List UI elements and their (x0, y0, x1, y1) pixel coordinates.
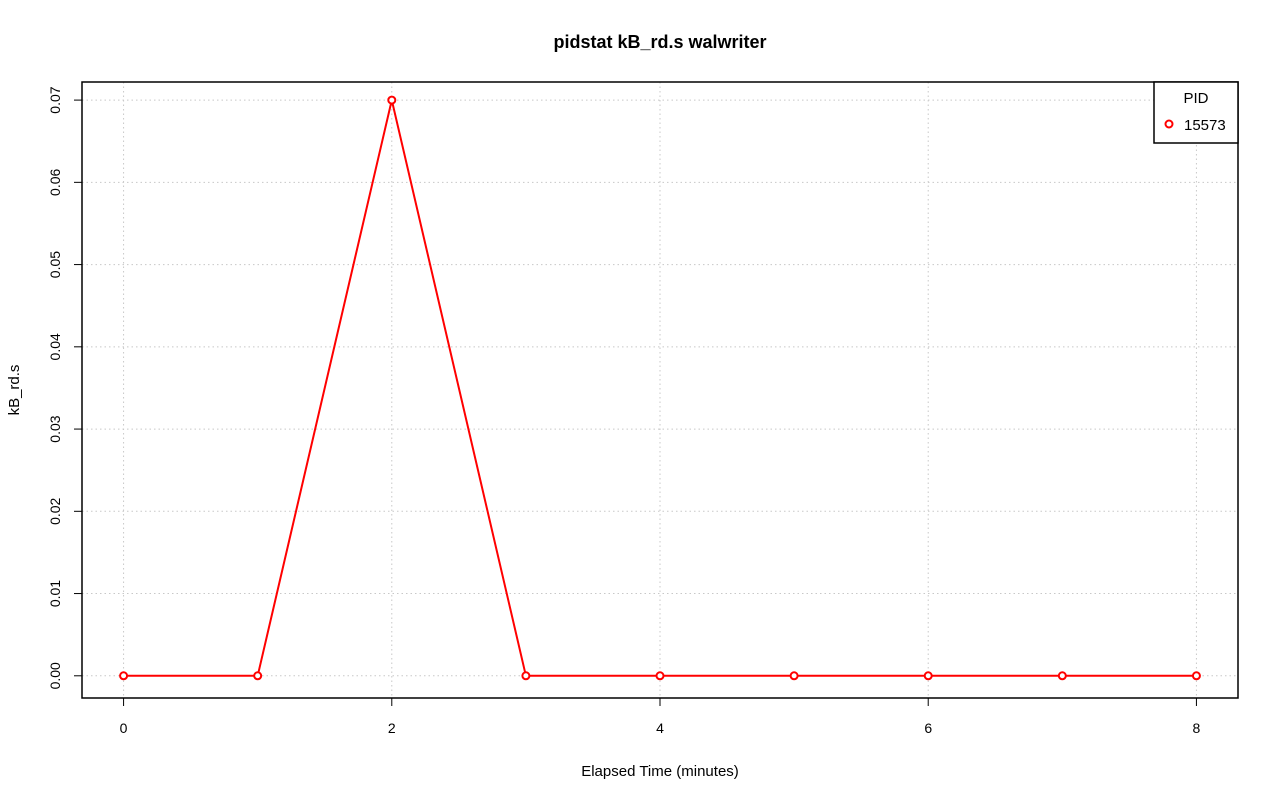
y-axis-label: kB_rd.s (6, 365, 23, 416)
legend-box (1153, 81, 1239, 144)
y-tick-label: 0.04 (47, 333, 63, 360)
legend-entry-label: 15573 (1184, 117, 1226, 134)
y-tick-label: 0.02 (47, 497, 63, 524)
data-point (789, 671, 799, 681)
data-point (655, 671, 665, 681)
x-axis: 0 2 4 6 8 (120, 697, 1201, 736)
x-tick-label: 2 (388, 720, 396, 736)
legend: PID 15573 (1153, 81, 1239, 144)
y-tick-label: 0.00 (47, 662, 63, 689)
plot-frame (81, 81, 1239, 699)
data-point (521, 671, 531, 681)
y-tick-label: 0.01 (47, 580, 63, 607)
data-point (923, 671, 933, 681)
chart-title: pidstat kB_rd.s walwriter (553, 32, 766, 52)
data-point (1057, 671, 1067, 681)
y-tick-label: 0.07 (47, 86, 63, 113)
data-point (253, 671, 263, 681)
y-tick-label: 0.05 (47, 251, 63, 278)
y-axis: 0.00 0.01 0.02 0.03 0.04 0.05 0.06 0.07 (47, 86, 83, 689)
series-layer (119, 95, 1201, 681)
x-tick-label: 4 (656, 720, 664, 736)
x-axis-label: Elapsed Time (minutes) (581, 763, 739, 780)
grid-lines (82, 82, 1238, 698)
x-tick-label: 0 (120, 720, 128, 736)
legend-title: PID (1183, 90, 1208, 107)
legend-marker (1164, 119, 1174, 129)
data-point (119, 671, 129, 681)
data-point (387, 95, 397, 105)
x-tick-label: 8 (1193, 720, 1201, 736)
y-tick-label: 0.03 (47, 415, 63, 442)
data-point (1191, 671, 1201, 681)
x-tick-label: 6 (924, 720, 932, 736)
y-tick-label: 0.06 (47, 168, 63, 195)
